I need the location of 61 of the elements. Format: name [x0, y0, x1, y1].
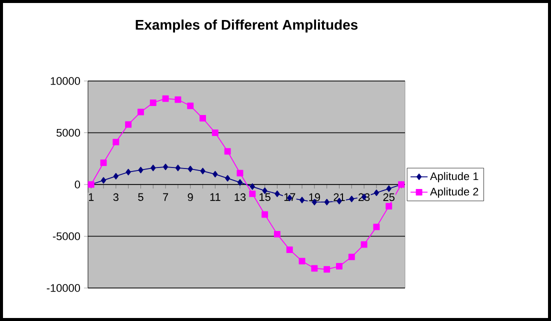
- x-tick-label: 15: [260, 193, 270, 201]
- point: [374, 190, 380, 196]
- point: [324, 198, 330, 206]
- x-tick-label: 7: [163, 193, 168, 201]
- point: [274, 190, 280, 198]
- x-tick-label: 11: [210, 193, 220, 201]
- x-tick-label: 19: [309, 193, 320, 202]
- point: [262, 211, 268, 218]
- point: [187, 102, 194, 110]
- point: [225, 175, 230, 182]
- point: [137, 108, 144, 116]
- point: [299, 196, 305, 204]
- point: [138, 166, 144, 174]
- point: [386, 185, 392, 192]
- point: [360, 241, 368, 248]
- point: [162, 95, 169, 102]
- point: [236, 170, 244, 176]
- y-tick-label: -5000: [52, 232, 80, 240]
- y-tick-label: -10000: [46, 284, 80, 292]
- point: [237, 179, 243, 186]
- chart-title: Examples of Different Amplitudes: [136, 20, 358, 33]
- point: [349, 196, 354, 202]
- point: [386, 202, 392, 210]
- x-tick-label: 25: [383, 193, 394, 202]
- point: [188, 166, 193, 172]
- legend-label: Aplitude 2: [430, 187, 478, 198]
- point: [150, 99, 156, 106]
- y-tick-label: 5000: [56, 128, 80, 137]
- y-tick-label: 10000: [50, 77, 80, 85]
- point: [249, 190, 256, 198]
- point: [298, 258, 306, 264]
- point: [336, 263, 342, 270]
- point: [224, 148, 231, 155]
- point: [274, 230, 280, 238]
- point: [126, 168, 131, 176]
- point: [348, 254, 355, 260]
- point: [212, 130, 218, 136]
- point: [200, 115, 206, 122]
- y-tick-label: 0: [74, 180, 80, 188]
- x-tick-label: 1: [88, 193, 94, 201]
- point: [250, 183, 255, 190]
- legend-label: Aplitude 1: [430, 172, 478, 182]
- x-tick-label: 3: [113, 193, 118, 202]
- x-tick-label: 5: [138, 193, 144, 201]
- point: [100, 160, 107, 166]
- point: [286, 246, 293, 253]
- point: [200, 168, 206, 174]
- point: [324, 266, 330, 273]
- point: [125, 121, 132, 128]
- point: [100, 177, 106, 184]
- x-tick-label: 9: [188, 193, 193, 202]
- point: [112, 138, 120, 146]
- point: [174, 96, 182, 103]
- point: [163, 164, 168, 170]
- point: [150, 164, 156, 172]
- point: [175, 164, 180, 172]
- x-tick-label: 13: [234, 193, 246, 202]
- point: [311, 265, 318, 272]
- point: [212, 170, 218, 178]
- point: [373, 224, 380, 230]
- point: [113, 172, 118, 180]
